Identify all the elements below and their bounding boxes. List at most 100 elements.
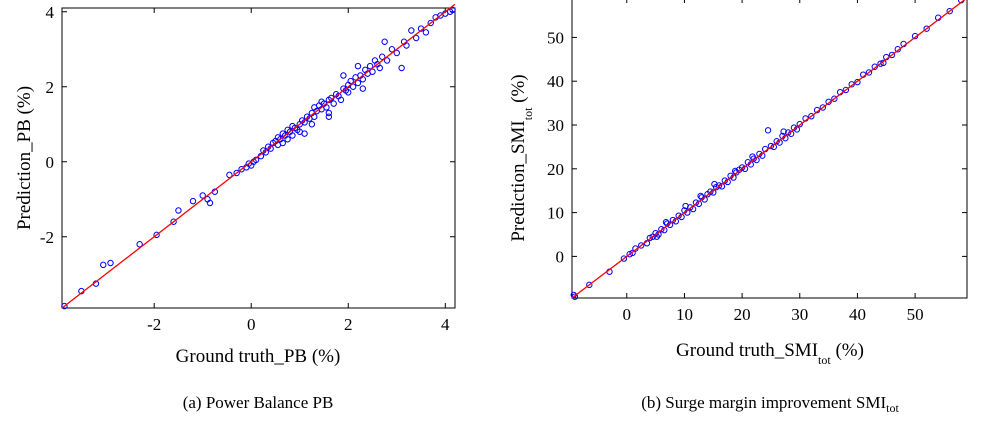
chart-b-data-point	[808, 113, 815, 120]
chart-b-data-point	[842, 86, 850, 94]
chart-a-reference-line	[61, 3, 456, 309]
chart-b-data-point	[764, 127, 772, 134]
chart-a-y-tick-label: -2	[40, 228, 54, 247]
chart-b-reference-line	[571, 0, 966, 299]
chart-a-data-point	[279, 139, 286, 147]
chart-a-data-point	[376, 64, 383, 72]
chart-a-data-point	[301, 130, 308, 137]
chart-b-x-tick-label: 0	[623, 305, 632, 324]
chart-b-data-point	[877, 60, 884, 67]
chart-b-data-point	[865, 69, 873, 76]
chart-a-data-point	[393, 49, 400, 57]
chart-a-data-point	[61, 302, 68, 310]
chart-a-x-tick-label: 2	[344, 315, 353, 334]
chart-a-data-point	[170, 218, 177, 225]
chart-a-data-point	[366, 62, 374, 70]
chart-b-data-point	[682, 202, 689, 210]
chart-b-data-point	[767, 142, 775, 150]
chart-a-data-point	[325, 109, 333, 117]
chart-a: -2 0 2 4 -2 0 2 4 Ground truth_PB (%) Pr…	[14, 3, 456, 412]
chart-a-data-point	[359, 76, 367, 83]
chart-a-data-point	[323, 104, 330, 111]
chart-b-y-axis-label-unit: (%)	[508, 74, 529, 107]
chart-a-data-point	[337, 96, 345, 104]
chart-a-data-point	[354, 62, 362, 70]
chart-a-data-point	[349, 83, 357, 90]
chart-a-data-point	[422, 29, 430, 36]
chart-b-data-point	[854, 78, 861, 86]
chart-a-y-tick-label: 2	[46, 78, 55, 97]
chart-b-y-tick-label: 0	[556, 247, 565, 266]
chart-a-data-point	[369, 68, 376, 75]
chart-a-y-tick-label: 4	[46, 3, 55, 22]
chart-b-data-point	[629, 249, 636, 257]
chart-b-data-point	[586, 281, 593, 289]
chart-a-data-point	[403, 42, 410, 49]
chart-b-data-point	[946, 7, 953, 15]
chart-a-data-point	[199, 192, 206, 199]
chart-a-y-axis-label: Prediction_PB (%)	[14, 86, 35, 230]
chart-a-data-point	[175, 207, 182, 214]
chart-a-data-point	[100, 261, 107, 269]
chart-b-data-point	[749, 153, 756, 160]
chart-b-x-tick-label: 20	[734, 305, 751, 324]
chart-a-data-point	[412, 34, 420, 42]
chart-b-data-point	[796, 120, 803, 128]
chart-b-data-point	[831, 95, 838, 102]
chart-a-x-tick-label: -2	[147, 315, 161, 334]
chart-a-data-point	[284, 136, 291, 143]
chart-b-y-tick-label: 40	[547, 72, 564, 91]
chart-b-y-axis-label-main: Prediction_SMI	[508, 120, 529, 241]
chart-b-y-tick-labels: 0 10 20 30 40 50	[547, 28, 564, 266]
chart-a-data-point	[427, 19, 434, 27]
chart-b-x-axis-label: Ground truth_SMItot (%)	[676, 340, 864, 367]
chart-a-data-point	[289, 132, 296, 139]
chart-b-y-axis-label-sub: tot	[521, 107, 535, 120]
chart-b-x-tick-label: 50	[907, 305, 924, 324]
chart-a-data-point	[449, 6, 456, 14]
chart-b-data-point	[697, 192, 704, 200]
chart-a-x-axis-label: Ground truth_PB (%)	[176, 346, 341, 367]
chart-b-y-tick-label: 30	[547, 116, 564, 135]
chart-a-data-point	[107, 259, 114, 267]
chart-a-data-point	[340, 72, 347, 79]
chart-b-data-point	[923, 25, 930, 32]
chart-b-x-tick-label: 10	[676, 305, 693, 324]
chart-b-data-point	[819, 104, 827, 111]
chart-b-data-point	[662, 219, 670, 226]
chart-b: 0 10 20 30 40 50 0 10 20 30 40 50 Ground…	[508, 0, 968, 415]
chart-a-data-point	[381, 38, 388, 45]
chart-b-x-axis-label-unit: (%)	[831, 340, 864, 361]
chart-b-caption-sub: tot	[886, 401, 899, 415]
chart-a-x-tick-label: 0	[247, 315, 256, 334]
chart-a-data-point	[311, 113, 318, 120]
chart-b-caption-main: (b) Surge margin improvement SMI	[641, 393, 886, 412]
chart-a-data-point	[153, 231, 160, 239]
chart-a-data-point	[388, 46, 396, 53]
chart-b-y-tick-label: 20	[547, 160, 564, 179]
chart-b-data-point	[888, 51, 896, 59]
chart-b-caption: (b) Surge margin improvement SMItot	[641, 393, 899, 415]
chart-b-x-axis-label-main: Ground truth_SMI	[676, 340, 818, 361]
chart-a-data-point	[136, 241, 143, 248]
chart-b-y-tick-label: 10	[547, 204, 564, 223]
chart-a-y-tick-label: 0	[46, 153, 55, 172]
chart-b-data-point	[571, 293, 579, 300]
chart-b-x-axis-label-sub: tot	[818, 353, 831, 367]
chart-a-data-point	[308, 121, 316, 128]
chart-b-data-point	[620, 255, 628, 262]
chart-a-caption: (a) Power Balance PB	[183, 393, 334, 412]
chart-b-y-tick-label: 50	[547, 28, 564, 47]
chart-a-ticks	[62, 8, 455, 308]
chart-a-y-tick-labels: -2 0 2 4	[40, 3, 55, 247]
chart-a-data-point	[226, 171, 233, 179]
chart-a-data-point	[233, 169, 240, 177]
chart-a-data-point	[206, 199, 214, 207]
chart-b-x-tick-label: 30	[791, 305, 808, 324]
chart-a-x-tick-label: 4	[441, 315, 450, 334]
chart-a-data-point	[398, 64, 405, 72]
chart-b-data-point	[711, 180, 718, 188]
chart-a-data-point	[359, 85, 367, 92]
chart-a-data-point	[383, 57, 391, 64]
